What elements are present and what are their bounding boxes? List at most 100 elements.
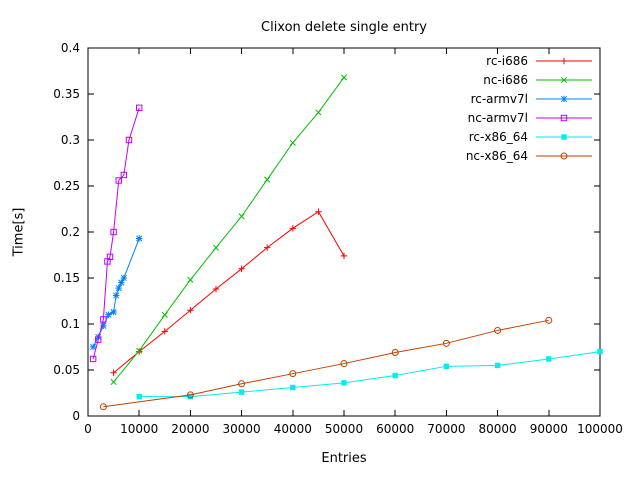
legend-entry-rc-i686: rc-i686 (486, 54, 592, 68)
legend-label: rc-x86_64 (469, 130, 528, 144)
marker-square-open (89, 355, 97, 363)
marker-square-open (110, 228, 117, 236)
marker-square-filled (187, 393, 194, 400)
marker-plus (340, 252, 348, 260)
x-axis: 0 10000 20000 30000 40000 50000 60000 70000 8000… (84, 48, 623, 436)
marker-times (238, 213, 245, 220)
x-tick-label: 0 (84, 422, 92, 436)
marker-times (560, 76, 568, 84)
marker-plus (238, 265, 245, 272)
legend-entry-nc-i686: nc-i686 (483, 73, 592, 87)
marker-asterisk (89, 343, 97, 351)
marker-square-open (136, 104, 143, 111)
chart-title: Clixon delete single entry (261, 20, 427, 35)
marker-circle-open (494, 326, 502, 334)
series-line (92, 107, 140, 360)
marker-circle-open (340, 360, 348, 368)
legend: rc-i686 nc-i686 rc-armv7l nc-armv7l rc-x86_6… (466, 54, 592, 163)
marker-plus (289, 225, 296, 232)
y-tick-label: 0.35 (53, 87, 80, 101)
marker-square-open (125, 136, 133, 144)
marker-asterisk (110, 308, 117, 316)
marker-times (340, 74, 348, 81)
marker-square-open (95, 336, 102, 343)
marker-square-filled (290, 384, 296, 391)
marker-circle-open (186, 391, 194, 399)
series-line (113, 77, 345, 383)
x-tick-label: 50000 (325, 422, 363, 436)
series-nc-x86_64 (99, 316, 553, 411)
marker-times (264, 176, 271, 183)
series-rc-i686 (110, 208, 348, 376)
marker-square-filled (494, 362, 501, 369)
marker-times (136, 347, 143, 354)
marker-times (187, 276, 194, 283)
y-tick-label: 0.15 (53, 271, 80, 285)
marker-plus (187, 307, 194, 314)
marker-times (161, 311, 168, 318)
legend-label: nc-armv7l (468, 111, 528, 125)
marker-plus (136, 348, 143, 355)
marker-plus (161, 328, 168, 335)
marker-times (212, 244, 220, 251)
marker-asterisk (120, 274, 128, 282)
marker-times (315, 109, 322, 116)
x-tick-label: 40000 (274, 422, 312, 436)
series-nc-armv7l (89, 104, 143, 363)
marker-square-open (115, 177, 122, 184)
marker-asterisk (115, 284, 122, 292)
marker-square-filled (341, 380, 347, 386)
series-nc-i686 (110, 74, 348, 386)
legend-label: nc-i686 (483, 73, 528, 87)
legend-label: rc-armv7l (471, 92, 528, 106)
series-line (139, 351, 601, 398)
legend-label: rc-i686 (486, 54, 528, 68)
marker-circle-open (560, 152, 568, 160)
legend-entry-rc-armv7l: rc-armv7l (471, 92, 592, 106)
marker-circle-open (99, 403, 107, 411)
marker-plus (315, 208, 322, 215)
marker-square-filled (136, 393, 142, 400)
x-tick-label: 90000 (530, 422, 568, 436)
y-tick-label: 0.2 (61, 225, 80, 239)
marker-times (110, 378, 117, 386)
marker-plus (212, 285, 220, 293)
series-rc-x86_64 (136, 348, 603, 400)
x-tick-label: 20000 (171, 422, 209, 436)
legend-label: nc-x86_64 (466, 149, 528, 163)
legend-entry-nc-armv7l: nc-armv7l (468, 111, 592, 125)
marker-square-filled (546, 356, 552, 362)
marker-times (289, 139, 296, 146)
marker-square-open (560, 114, 568, 122)
marker-circle-open (289, 370, 297, 378)
marker-square-filled (561, 134, 567, 140)
marker-circle-open (238, 380, 246, 388)
marker-square-open (100, 316, 107, 323)
marker-asterisk (105, 311, 112, 318)
y-tick-label: 0.05 (53, 363, 80, 377)
marker-circle-open (545, 316, 553, 324)
y-tick-label: 0.25 (53, 179, 80, 193)
y-tick-label: 0 (72, 409, 80, 423)
marker-square-open (106, 253, 114, 261)
marker-square-filled (443, 363, 450, 370)
marker-asterisk (112, 292, 120, 299)
x-tick-label: 60000 (376, 422, 414, 436)
y-tick-label: 0.4 (61, 41, 80, 55)
legend-entry-nc-x86_64: nc-x86_64 (466, 149, 592, 163)
legend-entry-rc-x86_64: rc-x86_64 (469, 130, 592, 144)
marker-circle-open (442, 339, 450, 347)
x-tick-label: 10000 (120, 422, 158, 436)
y-tick-label: 0.3 (61, 133, 80, 147)
marker-asterisk (118, 279, 125, 286)
marker-circle-open (391, 349, 399, 357)
x-axis-label: Entries (321, 451, 367, 466)
marker-plus (110, 369, 117, 376)
series-line (113, 211, 345, 374)
marker-square-open (120, 171, 128, 179)
x-tick-label: 100000 (577, 422, 623, 436)
marker-asterisk (136, 235, 143, 242)
y-tick-label: 0.1 (61, 317, 80, 331)
